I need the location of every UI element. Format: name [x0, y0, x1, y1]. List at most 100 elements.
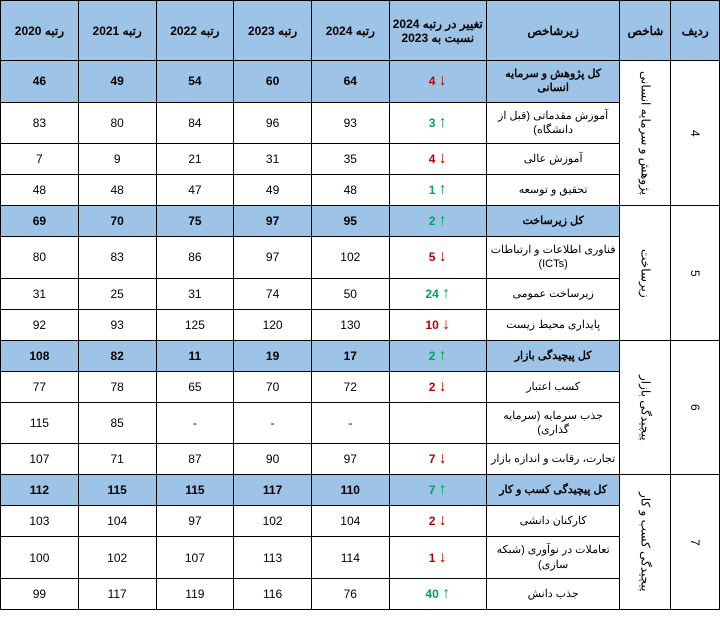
- change-value: 2: [429, 214, 436, 228]
- index-label: پیچیدگی کسب و کار: [620, 475, 671, 610]
- rank-y24: 64: [311, 61, 389, 103]
- arrow-up-icon: ↑: [442, 285, 450, 302]
- rank-y24: 130: [311, 309, 389, 340]
- header-row: ردیف شاخص زیرشاخص تغییر در رتبه 2024 نسب…: [1, 1, 720, 61]
- rank-y23: 120: [234, 309, 312, 340]
- row-number: 4: [671, 61, 720, 206]
- rank-y23: 19: [234, 340, 312, 371]
- rank-y24: 76: [311, 578, 389, 609]
- change-value: 2: [429, 349, 436, 363]
- table-row: تحقیق و توسعه↑ 14849474848: [1, 175, 720, 206]
- change-cell: ↓ 4: [389, 144, 486, 175]
- table-row: جذب سرمایه (سرمایه گذاری)---85115: [1, 402, 720, 444]
- rank-y23: 74: [234, 278, 312, 309]
- subindex-label: کل پیچیدگی بازار: [486, 340, 620, 371]
- subindex-label: کل زیرساخت: [486, 206, 620, 237]
- rank-y21: 25: [78, 278, 156, 309]
- rank-y23: 116: [234, 578, 312, 609]
- rank-y23: 49: [234, 175, 312, 206]
- rank-y20: 103: [1, 506, 79, 537]
- subindex-label: کل پژوهش و سرمایه انسانی: [486, 61, 620, 103]
- rank-y24: 95: [311, 206, 389, 237]
- subindex-label: کل پیچیدگی کسب و کار: [486, 475, 620, 506]
- table-row: کارکنان دانشی↓ 210410297104103: [1, 506, 720, 537]
- rank-y21: 78: [78, 371, 156, 402]
- rank-y20: 46: [1, 61, 79, 103]
- change-value: 10: [425, 318, 438, 332]
- rank-y20: 7: [1, 144, 79, 175]
- rank-y20: 115: [1, 402, 79, 444]
- rank-y21: 85: [78, 402, 156, 444]
- hdr-2023: رتبه 2023: [234, 1, 312, 61]
- table-body: 4پژوهش و سرمایه انسانیکل پژوهش و سرمایه …: [1, 61, 720, 610]
- change-cell: ↓ 2: [389, 506, 486, 537]
- rank-y22: 11: [156, 340, 234, 371]
- rank-y23: 90: [234, 444, 312, 475]
- hdr-2024: رتبه 2024: [311, 1, 389, 61]
- change-value: 2: [429, 380, 436, 394]
- table-row: 4پژوهش و سرمایه انسانیکل پژوهش و سرمایه …: [1, 61, 720, 103]
- rank-y23: 60: [234, 61, 312, 103]
- change-cell: ↑ 2: [389, 340, 486, 371]
- subindex-label: پایداری محیط زیست: [486, 309, 620, 340]
- table-row: 6پیچیدگی بازارکل پیچیدگی بازار↑ 21719118…: [1, 340, 720, 371]
- rank-y22: 31: [156, 278, 234, 309]
- arrow-up-icon: ↑: [442, 585, 450, 602]
- change-cell: ↓ 10: [389, 309, 486, 340]
- rank-y22: 84: [156, 102, 234, 144]
- table-row: 5زیرساختکل زیرساخت↑ 29597757069: [1, 206, 720, 237]
- change-value: 1: [429, 551, 436, 565]
- arrow-down-icon: ↓: [442, 316, 450, 333]
- arrow-down-icon: ↓: [439, 450, 447, 467]
- subindex-label: جذب سرمایه (سرمایه گذاری): [486, 402, 620, 444]
- rank-y23: 113: [234, 537, 312, 579]
- rank-y23: 117: [234, 475, 312, 506]
- rank-y21: 93: [78, 309, 156, 340]
- change-cell: ↓ 2: [389, 371, 486, 402]
- rank-y24: 48: [311, 175, 389, 206]
- rank-y20: 48: [1, 175, 79, 206]
- table-row: فناوری اطلاعات و ارتباطات (ICTs)↓ 510297…: [1, 237, 720, 279]
- hdr-row: ردیف: [671, 1, 720, 61]
- change-cell: ↑ 2: [389, 206, 486, 237]
- rank-y22: 54: [156, 61, 234, 103]
- rank-y22: 125: [156, 309, 234, 340]
- rank-y23: 70: [234, 371, 312, 402]
- table-row: تجارت، رقابت و اندازه بازار↓ 79790877110…: [1, 444, 720, 475]
- change-value: 40: [425, 587, 438, 601]
- table-row: تعاملات در نوآوری (شبکه سازی)↓ 111411310…: [1, 537, 720, 579]
- rank-y24: 102: [311, 237, 389, 279]
- table-row: آموزش مقدماتی (قبل از دانشگاه)↑ 39396848…: [1, 102, 720, 144]
- rank-y22: 75: [156, 206, 234, 237]
- rank-y22: 97: [156, 506, 234, 537]
- hdr-change: تغییر در رتبه 2024 نسبت به 2023: [389, 1, 486, 61]
- rank-y21: 117: [78, 578, 156, 609]
- rank-y20: 100: [1, 537, 79, 579]
- arrow-down-icon: ↓: [439, 248, 447, 265]
- change-cell: [389, 402, 486, 444]
- change-value: 5: [429, 250, 436, 264]
- rank-y20: 31: [1, 278, 79, 309]
- subindex-label: تجارت، رقابت و اندازه بازار: [486, 444, 620, 475]
- rank-y24: -: [311, 402, 389, 444]
- rank-y22: -: [156, 402, 234, 444]
- rank-y22: 21: [156, 144, 234, 175]
- change-value: 4: [429, 74, 436, 88]
- index-label: پیچیدگی بازار: [620, 340, 671, 475]
- change-value: 3: [429, 116, 436, 130]
- rank-y21: 49: [78, 61, 156, 103]
- rank-y23: 97: [234, 206, 312, 237]
- index-label: زیرساخت: [620, 206, 671, 341]
- arrow-up-icon: ↑: [439, 481, 447, 498]
- rank-y23: 102: [234, 506, 312, 537]
- change-value: 24: [425, 287, 438, 301]
- rank-y20: 107: [1, 444, 79, 475]
- table-row: جذب دانش↑ 407611611911799: [1, 578, 720, 609]
- rank-y20: 112: [1, 475, 79, 506]
- rank-y22: 115: [156, 475, 234, 506]
- subindex-label: زیرساخت عمومی: [486, 278, 620, 309]
- table-row: آموزش عالی↓ 435312197: [1, 144, 720, 175]
- change-cell: ↑ 1: [389, 175, 486, 206]
- change-cell: ↑ 40: [389, 578, 486, 609]
- subindex-label: جذب دانش: [486, 578, 620, 609]
